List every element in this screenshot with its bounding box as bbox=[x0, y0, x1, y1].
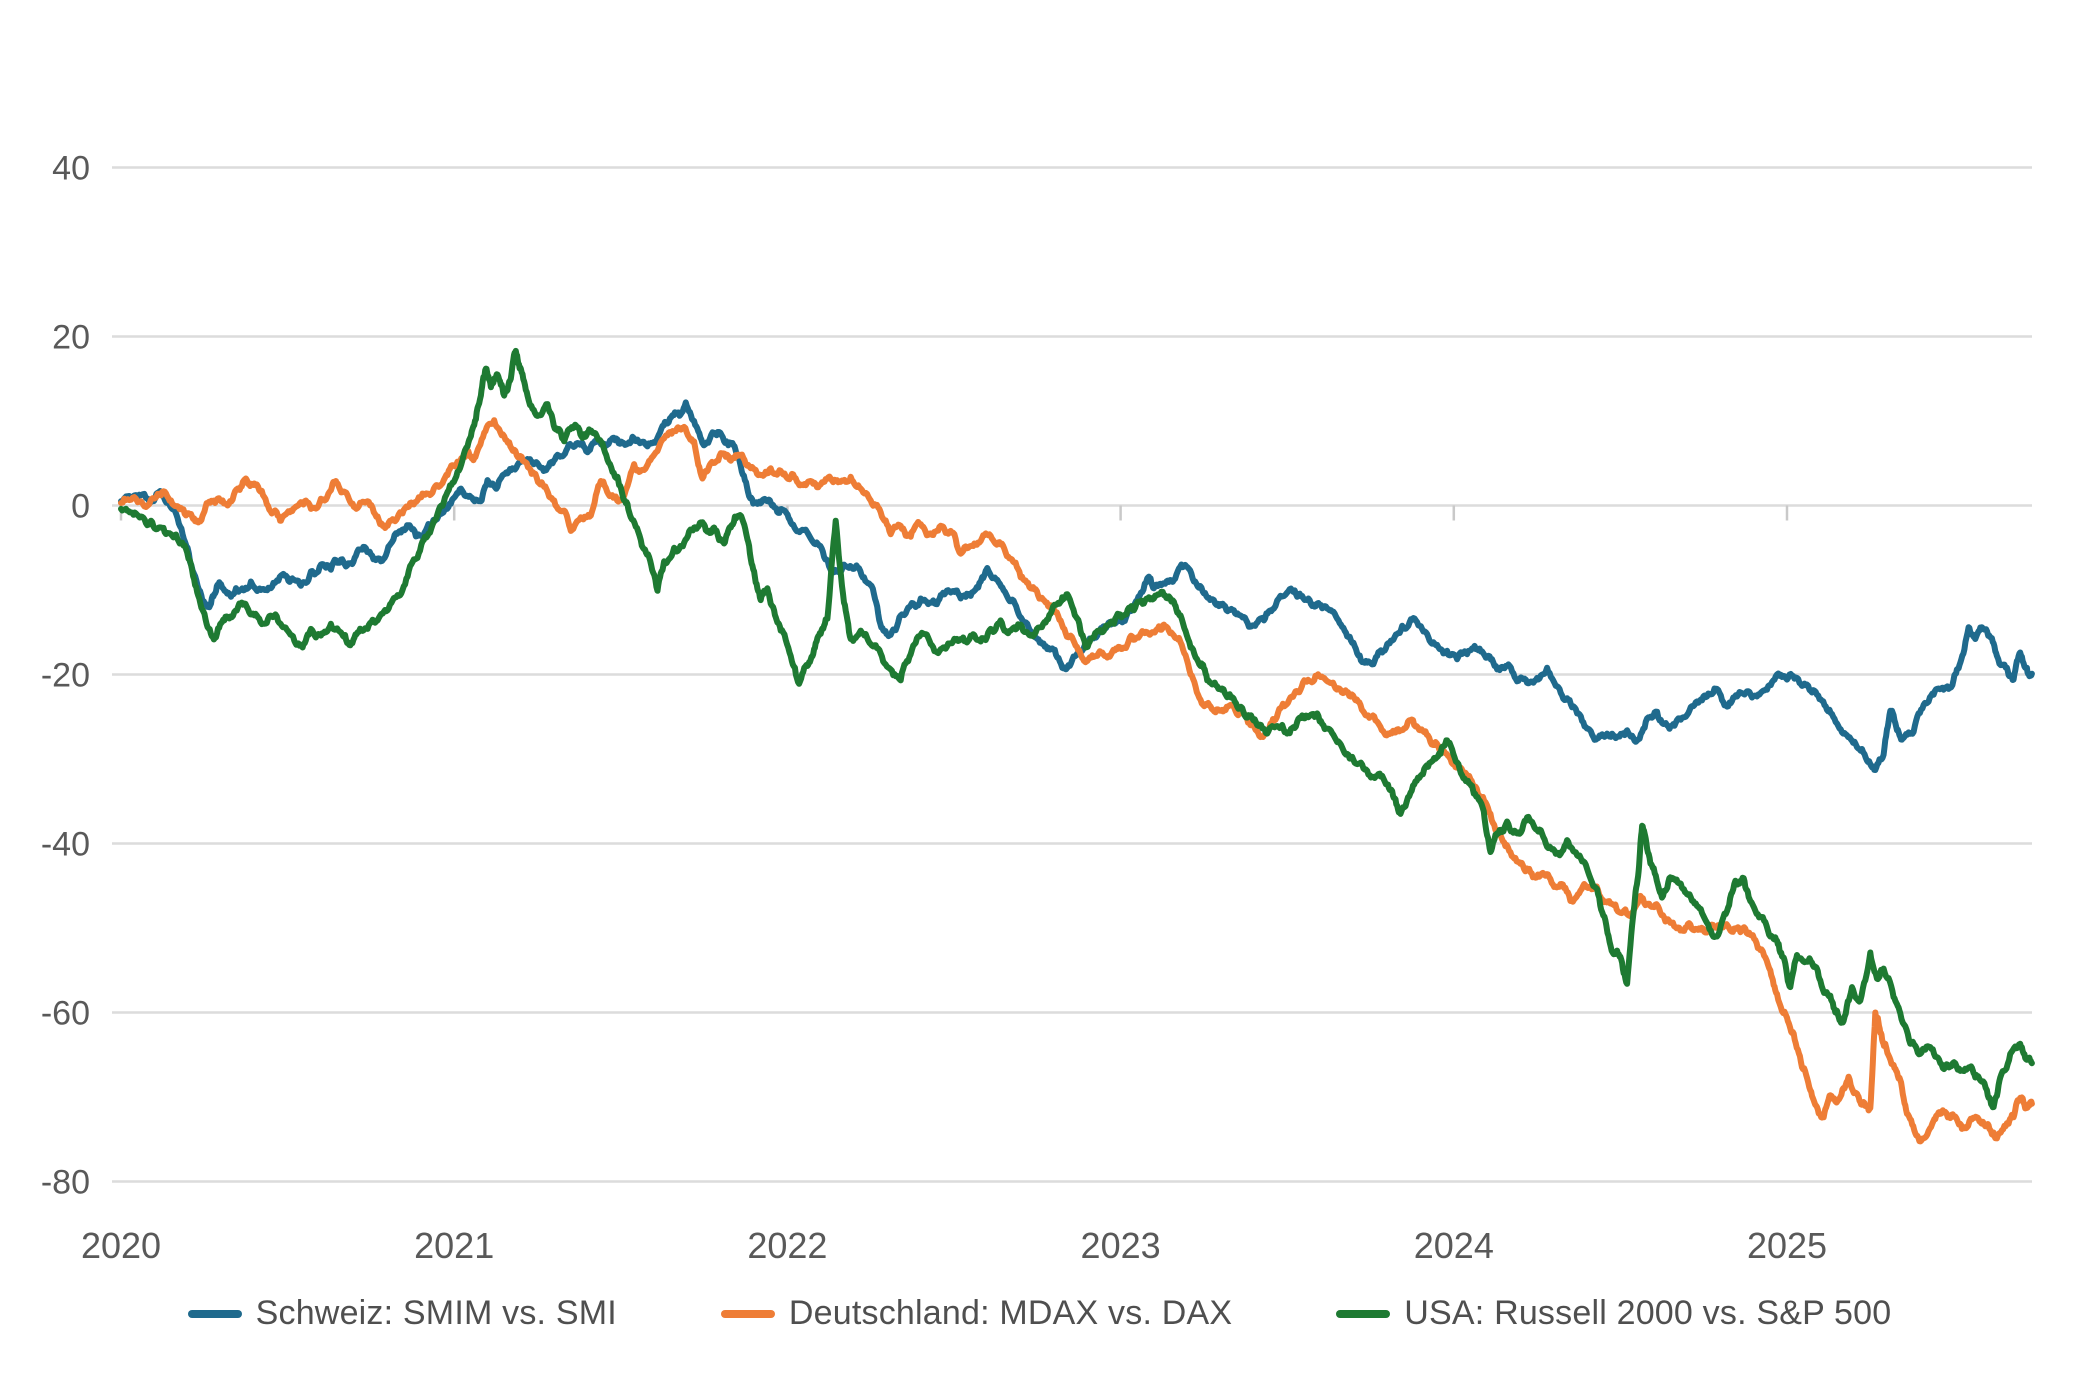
legend-item: Schweiz: SMIM vs. SMI bbox=[187, 1294, 617, 1333]
series-lines bbox=[118, 347, 2035, 1145]
legend-label: Schweiz: SMIM vs. SMI bbox=[255, 1294, 617, 1332]
x-axis-tick-label: 2025 bbox=[1747, 1225, 1827, 1266]
y-axis-tick-label: -40 bbox=[41, 826, 90, 864]
y-axis-tick-label: -20 bbox=[41, 657, 90, 695]
x-axis-tick-label: 2023 bbox=[1081, 1225, 1161, 1266]
x-axis-tick-label: 2020 bbox=[81, 1225, 161, 1266]
series-line-1 bbox=[118, 399, 2035, 773]
legend-item: Deutschland: MDAX vs. DAX bbox=[720, 1294, 1233, 1333]
x-axis-tick-label: 2024 bbox=[1414, 1225, 1494, 1266]
y-axis-tick-label: -80 bbox=[41, 1164, 90, 1202]
x-axis-tick-label: 2021 bbox=[414, 1225, 494, 1266]
y-axis-tick-label: 40 bbox=[52, 150, 90, 188]
y-axis-labels: 40 20 0 -20 -40 -60 -80 bbox=[41, 150, 90, 1202]
chart-legend: Schweiz: SMIM vs. SMI Deutschland: MDAX v… bbox=[0, 1294, 2079, 1333]
y-axis-tick-label: -60 bbox=[41, 995, 90, 1033]
series-line-2 bbox=[118, 417, 2035, 1145]
y-axis-tick-label: 20 bbox=[52, 319, 90, 357]
legend-line-swatch-icon bbox=[187, 1309, 242, 1318]
legend-item: USA: Russell 2000 vs. S&P 500 bbox=[1336, 1294, 1891, 1333]
legend-label: USA: Russell 2000 vs. S&P 500 bbox=[1404, 1294, 1892, 1332]
x-axis-labels: 2020 2021 2022 2023 2024 2025 bbox=[81, 1225, 1827, 1266]
x-axis-tick-label: 2022 bbox=[747, 1225, 827, 1266]
series-line-3 bbox=[118, 347, 2035, 1111]
legend-line-swatch-icon bbox=[1336, 1309, 1391, 1318]
legend-line-swatch-icon bbox=[720, 1309, 775, 1318]
y-gridlines bbox=[112, 166, 2032, 1183]
y-axis-tick-label: 0 bbox=[71, 488, 90, 526]
legend-label: Deutschland: MDAX vs. DAX bbox=[788, 1294, 1233, 1332]
